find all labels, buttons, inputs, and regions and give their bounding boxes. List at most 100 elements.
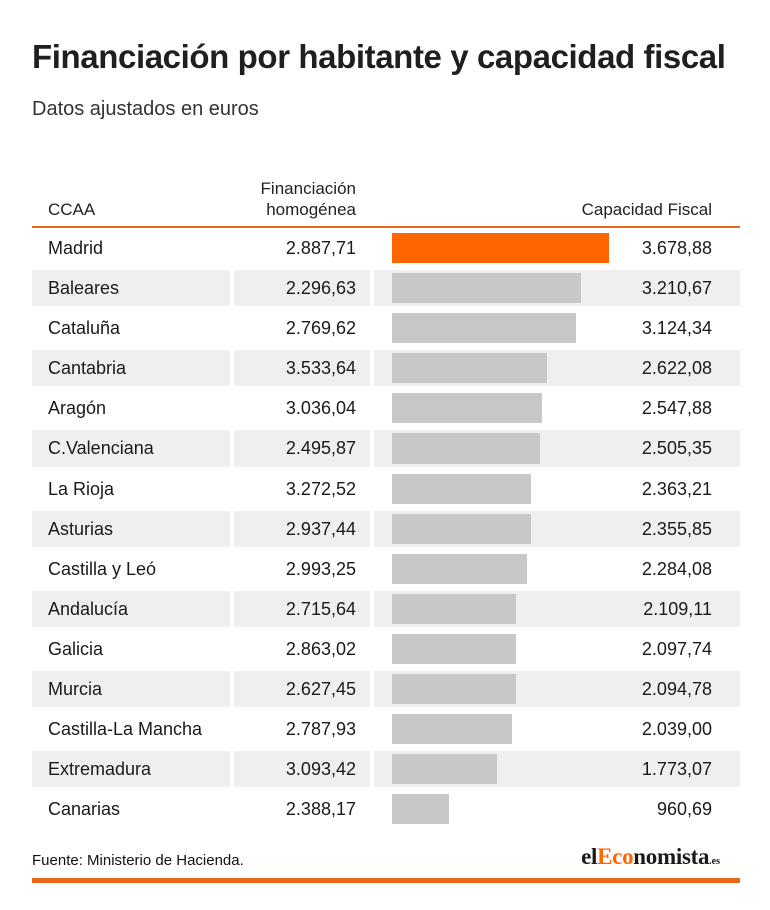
capacidad-fiscal-bar (392, 513, 531, 544)
cell-ccaa: Galicia (32, 631, 230, 667)
ccaa-label: Aragón (48, 398, 107, 419)
financiacion-value: 2.993,25 (285, 558, 356, 579)
ccaa-label: Cataluña (48, 318, 121, 339)
table-row: Canarias 2.388,17 960,69 (32, 789, 740, 829)
cell-financiacion: 2.296,63 (234, 270, 370, 307)
capacidad-fiscal-value: 2.284,08 (641, 558, 712, 579)
cell-ccaa: Extremadura (32, 751, 230, 788)
cell-capacidad-fiscal: 2.097,74 (374, 631, 740, 667)
cell-capacidad-fiscal: 3.678,88 (374, 230, 740, 266)
chart-subtitle: Datos ajustados en euros (32, 98, 259, 120)
cell-ccaa: Andalucía (32, 590, 230, 627)
capacidad-fiscal-value: 2.622,08 (641, 358, 712, 379)
capacidad-fiscal-bar (392, 794, 449, 825)
data-table: Madrid 2.887,71 3.678,88 Baleares 2.296,63 3.… (32, 228, 740, 829)
ccaa-label: Canarias (48, 799, 121, 820)
capacidad-fiscal-value: 1.773,07 (641, 759, 712, 780)
cell-capacidad-fiscal: 2.109,11 (374, 590, 740, 627)
capacidad-fiscal-value: 2.094,78 (641, 679, 712, 700)
cell-financiacion: 2.388,17 (234, 791, 370, 827)
ccaa-label: Extremadura (48, 759, 152, 780)
table-row: Extremadura 3.093,42 1.773,07 (32, 749, 740, 789)
capacidad-fiscal-value: 960,69 (656, 799, 712, 820)
financiacion-value: 3.036,04 (285, 398, 356, 419)
financiacion-value: 3.533,64 (285, 358, 356, 379)
cell-capacidad-fiscal: 2.363,21 (374, 471, 740, 507)
cell-capacidad-fiscal: 2.039,00 (374, 711, 740, 747)
source-note: Fuente: Ministerio de Hacienda. (32, 852, 244, 869)
table-row: C.Valenciana 2.495,87 2.505,35 (32, 428, 740, 468)
capacidad-fiscal-bar (392, 233, 609, 264)
ccaa-label: Cantabria (48, 358, 127, 379)
cell-ccaa: Cataluña (32, 310, 230, 346)
capacidad-fiscal-value: 2.039,00 (641, 719, 712, 740)
cell-ccaa: Castilla-La Mancha (32, 711, 230, 747)
ccaa-label: La Rioja (48, 478, 115, 499)
capacidad-fiscal-bar (392, 433, 540, 464)
table-row: Cataluña 2.769,62 3.124,34 (32, 308, 740, 348)
cell-ccaa: C.Valenciana (32, 430, 230, 467)
ccaa-label: Galicia (48, 638, 104, 659)
financiacion-value: 2.863,02 (285, 638, 356, 659)
cell-ccaa: Murcia (32, 671, 230, 708)
cell-financiacion: 2.887,71 (234, 230, 370, 266)
cell-capacidad-fiscal: 1.773,07 (374, 751, 740, 788)
cell-financiacion: 3.093,42 (234, 751, 370, 788)
cell-capacidad-fiscal: 3.124,34 (374, 310, 740, 346)
cell-capacidad-fiscal: 2.547,88 (374, 390, 740, 426)
cell-capacidad-fiscal: 3.210,67 (374, 270, 740, 307)
cell-ccaa: Cantabria (32, 350, 230, 387)
cell-ccaa: Aragón (32, 390, 230, 426)
financiacion-value: 2.769,62 (285, 318, 356, 339)
capacidad-fiscal-value: 2.547,88 (641, 398, 712, 419)
capacidad-fiscal-bar (392, 313, 577, 344)
cell-financiacion: 2.787,93 (234, 711, 370, 747)
cell-financiacion: 2.627,45 (234, 671, 370, 708)
cell-ccaa: Baleares (32, 270, 230, 307)
header-financiacion: Financiación homogénea (260, 179, 356, 219)
capacidad-fiscal-bar (392, 553, 527, 584)
cell-capacidad-fiscal: 2.622,08 (374, 350, 740, 387)
footer-divider (32, 878, 740, 883)
cell-ccaa: Madrid (32, 230, 230, 266)
header-divider (32, 226, 740, 228)
ccaa-label: Andalucía (48, 598, 129, 619)
ccaa-label: Madrid (48, 238, 104, 258)
ccaa-label: Castilla-La Mancha (48, 719, 203, 740)
header-capacidad-fiscal: Capacidad Fiscal (581, 200, 712, 219)
chart-title: Financiación por habitante y capacidad f… (32, 38, 726, 75)
cell-financiacion: 2.769,62 (234, 310, 370, 346)
table-row: Castilla-La Mancha 2.787,93 2.039,00 (32, 709, 740, 749)
capacidad-fiscal-value: 2.505,35 (641, 438, 712, 459)
capacidad-fiscal-value: 3.678,88 (641, 238, 712, 258)
table-row: Baleares 2.296,63 3.210,67 (32, 268, 740, 308)
capacidad-fiscal-value: 2.363,21 (641, 478, 712, 499)
table-row: Andalucía 2.715,64 2.109,11 (32, 589, 740, 629)
financiacion-value: 3.272,52 (285, 478, 356, 499)
capacidad-fiscal-bar (392, 674, 516, 705)
cell-capacidad-fiscal: 2.094,78 (374, 671, 740, 708)
cell-financiacion: 3.533,64 (234, 350, 370, 387)
cell-financiacion: 3.272,52 (234, 471, 370, 507)
cell-financiacion: 2.993,25 (234, 551, 370, 587)
eleconomista-logo: elEconomista.es (581, 844, 720, 869)
financiacion-value: 2.787,93 (285, 719, 356, 740)
financiacion-value: 2.495,87 (285, 438, 356, 459)
ccaa-label: Castilla y Leó (48, 558, 157, 579)
cell-ccaa: Canarias (32, 791, 230, 827)
table-row: Madrid 2.887,71 3.678,88 (32, 228, 740, 268)
cell-capacidad-fiscal: 2.355,85 (374, 510, 740, 547)
table-row: Murcia 2.627,45 2.094,78 (32, 669, 740, 709)
capacidad-fiscal-bar (392, 353, 547, 384)
cell-ccaa: Castilla y Leó (32, 551, 230, 587)
cell-financiacion: 2.715,64 (234, 590, 370, 627)
table-row: Aragón 3.036,04 2.547,88 (32, 388, 740, 428)
cell-financiacion: 2.495,87 (234, 430, 370, 467)
capacidad-fiscal-value: 3.210,67 (641, 278, 712, 299)
table-row: Galicia 2.863,02 2.097,74 (32, 629, 740, 669)
capacidad-fiscal-bar (392, 633, 516, 665)
ccaa-label: Murcia (48, 679, 103, 700)
financiacion-value: 2.937,44 (285, 518, 356, 539)
cell-ccaa: La Rioja (32, 471, 230, 507)
capacidad-fiscal-bar (392, 593, 517, 624)
